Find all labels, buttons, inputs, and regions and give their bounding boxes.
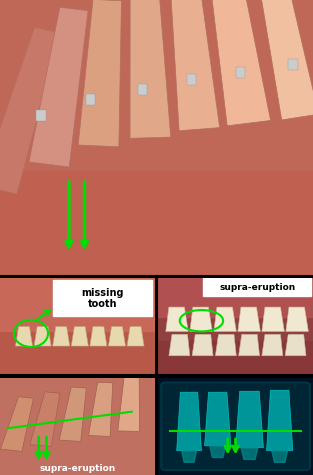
Polygon shape	[210, 446, 226, 457]
Polygon shape	[0, 378, 155, 475]
Polygon shape	[158, 378, 313, 475]
Polygon shape	[0, 0, 313, 276]
Polygon shape	[190, 307, 212, 332]
Polygon shape	[118, 378, 140, 431]
Bar	[36, 110, 46, 121]
Polygon shape	[78, 0, 121, 147]
Text: supra-eruption: supra-eruption	[39, 464, 115, 473]
Polygon shape	[130, 0, 171, 138]
FancyBboxPatch shape	[53, 280, 152, 316]
Polygon shape	[59, 387, 86, 441]
Polygon shape	[214, 307, 236, 332]
Polygon shape	[170, 0, 220, 131]
Polygon shape	[158, 278, 313, 375]
Polygon shape	[285, 334, 306, 356]
Polygon shape	[238, 307, 260, 332]
Polygon shape	[30, 392, 60, 446]
FancyBboxPatch shape	[161, 382, 310, 470]
Polygon shape	[241, 448, 258, 459]
Polygon shape	[16, 327, 33, 346]
Polygon shape	[71, 327, 88, 346]
Bar	[138, 84, 147, 95]
Text: supra-eruption: supra-eruption	[219, 283, 295, 292]
Polygon shape	[90, 327, 107, 346]
Polygon shape	[215, 334, 236, 356]
Polygon shape	[262, 334, 283, 356]
Polygon shape	[272, 451, 288, 462]
Polygon shape	[108, 327, 126, 346]
Polygon shape	[0, 27, 60, 194]
Polygon shape	[208, 0, 271, 126]
Polygon shape	[0, 171, 313, 276]
Polygon shape	[29, 7, 88, 167]
Polygon shape	[34, 327, 51, 346]
Polygon shape	[253, 0, 313, 120]
Polygon shape	[158, 278, 313, 317]
Polygon shape	[0, 278, 155, 332]
Polygon shape	[1, 397, 33, 451]
Polygon shape	[262, 307, 284, 332]
Polygon shape	[266, 390, 293, 451]
Polygon shape	[205, 392, 231, 446]
Polygon shape	[166, 307, 188, 332]
Polygon shape	[239, 334, 259, 356]
Polygon shape	[89, 382, 113, 437]
Bar	[86, 94, 95, 104]
Polygon shape	[158, 341, 313, 375]
Bar	[288, 59, 298, 70]
Polygon shape	[286, 307, 308, 332]
Polygon shape	[235, 391, 264, 448]
Polygon shape	[192, 334, 213, 356]
Bar	[236, 67, 245, 78]
Polygon shape	[127, 327, 144, 346]
Polygon shape	[0, 278, 155, 375]
Polygon shape	[182, 451, 197, 462]
Bar	[187, 75, 196, 86]
Polygon shape	[169, 334, 190, 356]
Polygon shape	[177, 392, 202, 451]
Polygon shape	[53, 327, 70, 346]
Text: missing
tooth: missing tooth	[81, 287, 124, 309]
FancyBboxPatch shape	[203, 278, 311, 296]
